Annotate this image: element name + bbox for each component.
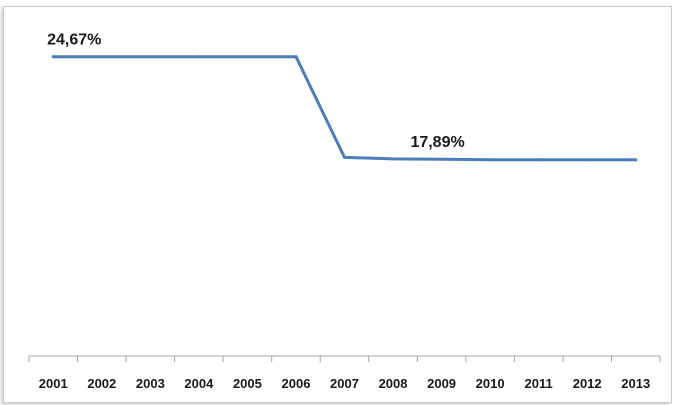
x-tick-label: 2005 — [233, 376, 262, 391]
data-point — [440, 157, 444, 161]
data-point — [391, 157, 395, 161]
chart-frame — [3, 6, 672, 403]
data-point — [100, 55, 104, 59]
data-point — [343, 155, 346, 159]
data-point — [148, 55, 152, 59]
x-tick-label: 2006 — [282, 376, 311, 391]
data-point — [488, 158, 492, 162]
series-line — [51, 55, 638, 162]
x-tick-label: 2009 — [427, 376, 456, 391]
data-label: 24,67% — [47, 32, 101, 49]
x-axis: 2001 2002 2003 2004 2005 2006 2007 2008 2009 2010… — [28, 355, 661, 391]
data-point — [245, 55, 249, 59]
x-tick-label: 2002 — [87, 376, 116, 391]
x-tick-label: 2010 — [476, 376, 505, 391]
x-tick-label: 2011 — [525, 376, 553, 391]
label-layer: 24,67% 17,89% — [47, 32, 465, 152]
data-label: 17,89% — [410, 134, 464, 151]
x-tick-label: 2013 — [621, 376, 650, 391]
data-point — [585, 158, 589, 162]
data-point — [294, 55, 298, 59]
series-layer — [51, 55, 638, 162]
x-tick-label: 2007 — [330, 376, 359, 391]
data-point — [197, 55, 201, 59]
x-tick-label: 2003 — [136, 376, 165, 391]
data-point — [51, 55, 55, 59]
data-point — [634, 158, 638, 162]
x-tick-label: 2001 — [39, 376, 68, 391]
data-point — [537, 158, 541, 162]
x-tick-label: 2012 — [573, 376, 602, 391]
x-tick-label: 2008 — [379, 376, 408, 391]
x-tick-label: 2004 — [184, 376, 214, 391]
